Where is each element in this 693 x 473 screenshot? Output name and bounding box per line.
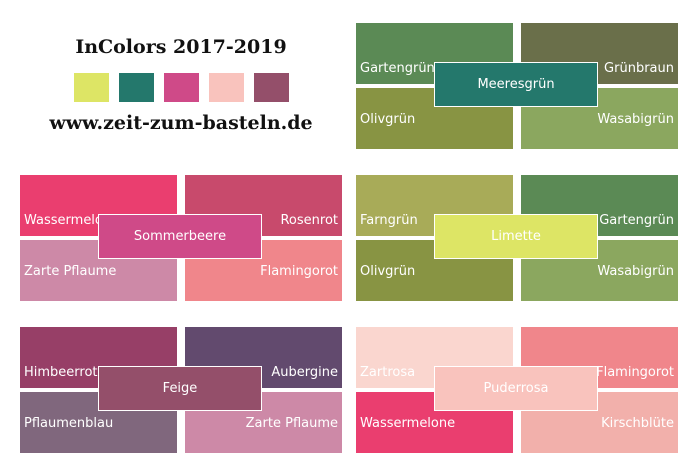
color-tile: Olivgrün [356,88,513,149]
center-color-label: Meeresgrün [434,62,598,107]
center-color-label: Puderrosa [434,366,598,411]
color-tile: Aubergine [185,327,342,388]
swatch-puderrosa [209,73,244,102]
color-tile-label: Wassermelone [24,213,120,228]
color-tile-label: Rosenrot [280,213,338,228]
header-title: InColors 2017-2019 [75,36,287,58]
swatch-limette [74,73,109,102]
color-group-puderrosa: Zartrosa Flamingorot Wassermelone Kirsch… [356,327,678,453]
swatch-sommerbeere [164,73,199,102]
header-url: www.zeit-zum-basteln.de [49,112,313,134]
color-group-limette: Farngrün Gartengrün Olivgrün Wasabigrün … [356,175,678,301]
color-tile-label: Himbeerrot [24,365,98,380]
color-tile-label: Olivgrün [360,264,416,279]
color-group-meeresgruen: Gartengrün Grünbraun Olivgrün Wasabigrün… [356,23,678,149]
color-tile-label: Zarte Pflaume [24,264,117,279]
color-tile-label: Zartrosa [360,365,416,380]
center-color-label: Limette [434,214,598,259]
center-color-label: Feige [98,366,262,411]
color-tile: Flamingorot [521,327,678,388]
color-tile-label: Zarte Pflaume [245,416,338,431]
color-tile-label: Gartengrün [360,61,435,76]
color-tile: Wasabigrün [521,88,678,149]
color-group-sommerbeere: Wassermelone Rosenrot Zarte Pflaume Flam… [20,175,342,301]
center-color-label: Sommerbeere [98,214,262,259]
color-tile-label: Olivgrün [360,112,416,127]
color-tile-label: Wasabigrün [597,264,674,279]
color-tile-label: Wasabigrün [597,112,674,127]
color-group-feige: Himbeerrot Aubergine Pflaumenblau Zarte … [20,327,342,453]
color-tile-label: Pflaumenblau [24,416,114,431]
swatch-feige [254,73,289,102]
color-tile-label: Grünbraun [604,61,674,76]
color-tile-label: Kirschblüte [601,416,674,431]
color-tile-label: Flamingorot [596,365,674,380]
swatch-meeresgruen [119,73,154,102]
swatch-row [74,73,289,102]
color-tile-label: Aubergine [271,365,338,380]
color-tile-label: Flamingorot [260,264,338,279]
color-tile-label: Gartengrün [599,213,674,228]
color-tile-label: Wassermelone [360,416,456,431]
color-tile-label: Farngrün [360,213,418,228]
